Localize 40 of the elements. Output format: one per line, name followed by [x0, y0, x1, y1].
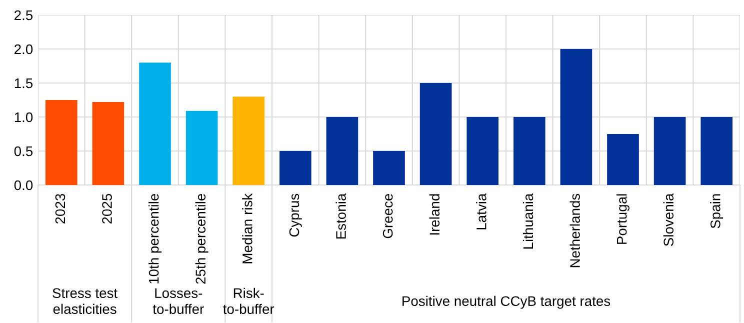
bar	[373, 151, 405, 185]
x-tick-label: Estonia	[336, 193, 346, 239]
x-tick-label: Cyprus	[289, 194, 302, 237]
bar	[232, 96, 265, 185]
bar	[279, 151, 312, 185]
bar	[326, 117, 358, 185]
bar	[45, 100, 78, 185]
x-tick-label: 25th percentile	[195, 194, 208, 284]
x-tick-label: Netherlands	[570, 194, 580, 268]
y-tick-label: 0.0	[14, 180, 33, 190]
bar	[466, 117, 499, 185]
x-tick-label: 2023	[55, 194, 66, 224]
x-tick-label: 2025	[102, 194, 112, 224]
bar	[700, 117, 733, 185]
bar	[139, 62, 171, 185]
x-tick-label: Portugal	[616, 194, 630, 244]
x-tick-label: Greece	[382, 194, 393, 238]
bar	[513, 117, 546, 185]
x-tick-label: Slovenia	[663, 193, 674, 246]
text: Losses- to-buffer	[152, 288, 204, 314]
bar	[560, 49, 592, 185]
x-tick-label: Latvia	[476, 193, 486, 230]
x-tick-label: 10th percentile	[148, 194, 162, 284]
y-tick-label: 1.0	[14, 112, 33, 122]
bar	[420, 83, 452, 185]
text: Stress test elasticities	[52, 288, 118, 314]
y-tick-label: 2.0	[14, 44, 33, 54]
bar	[654, 117, 686, 185]
x-tick-label: Lithuania	[522, 193, 534, 249]
bar	[186, 110, 218, 185]
x-tick-label: Spain	[710, 194, 724, 228]
bar	[607, 134, 639, 185]
x-tick-label: Ireland	[429, 194, 440, 235]
y-tick-label: 2.5	[14, 10, 33, 20]
text: Risk- to-buffer	[223, 288, 274, 314]
text: Positive neutral CCyB target rates	[402, 296, 610, 309]
bar	[92, 102, 124, 185]
y-tick-label: 1.5	[14, 78, 33, 88]
x-tick-label: Median risk	[242, 193, 252, 264]
y-tick-label: 0.5	[14, 146, 33, 156]
